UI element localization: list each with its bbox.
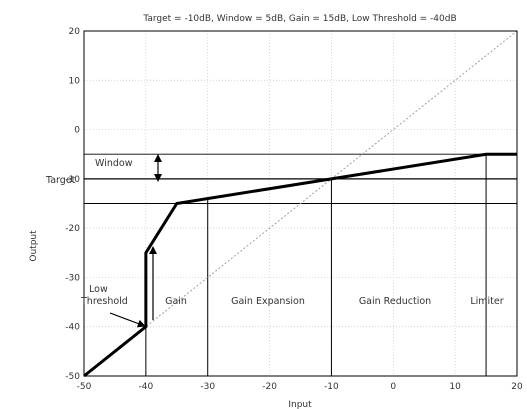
x-tick-label-1: -40 [139, 382, 154, 392]
x-tick-label-2: -30 [200, 382, 215, 392]
y-tick-label-4: -20 [65, 224, 80, 234]
region-label-limiter: Limiter [470, 296, 503, 307]
y-tick-label-2: 0 [74, 126, 80, 136]
target-label: Target [45, 175, 76, 186]
chart-title: Target = -10dB, Window = 5dB, Gain = 15d… [142, 14, 456, 24]
window-label: Window [95, 158, 133, 169]
region-label-gain-expansion: Gain Expansion [231, 296, 305, 307]
unity-line [83, 30, 518, 377]
y-tick-label-6: -40 [65, 323, 80, 333]
low-threshold-arrow [109, 312, 146, 328]
x-tick-label-0: -50 [77, 382, 92, 392]
compression-curve [83, 152, 517, 378]
x-tick-label-4: -10 [324, 382, 339, 392]
region-dividers [84, 153, 517, 376]
plot-frame [83, 30, 518, 377]
y-tick-label-5: -30 [65, 273, 80, 283]
y-tick-label-1: 10 [69, 76, 81, 86]
x-tick-label-5: 0 [390, 382, 396, 392]
series-compression-curve [83, 152, 517, 378]
x-tick-labels: -50 -40 -30 -20 -10 0 10 20 [77, 382, 523, 392]
x-tick-label-7: 20 [511, 382, 523, 392]
y-tick-label-7: -50 [65, 372, 80, 382]
region-label-gain: Gain [165, 296, 187, 307]
y-tick-label-0: 20 [69, 27, 81, 37]
region-label-gain-reduction: Gain Reduction [359, 296, 431, 307]
x-tick-label-3: -20 [262, 382, 277, 392]
series-unity-line [83, 30, 518, 377]
x-tick-label-6: 10 [449, 382, 461, 392]
y-axis-label: Output [29, 230, 39, 262]
low-threshold-label-line2: Threshold [80, 296, 128, 307]
y-tick-labels: 20 10 0 -10 -20 -30 -40 -50 [65, 27, 80, 382]
y-tick-label-3: -10 [65, 175, 80, 185]
x-axis-label: Input [288, 400, 312, 409]
low-threshold-label-line1: Low [89, 284, 108, 295]
